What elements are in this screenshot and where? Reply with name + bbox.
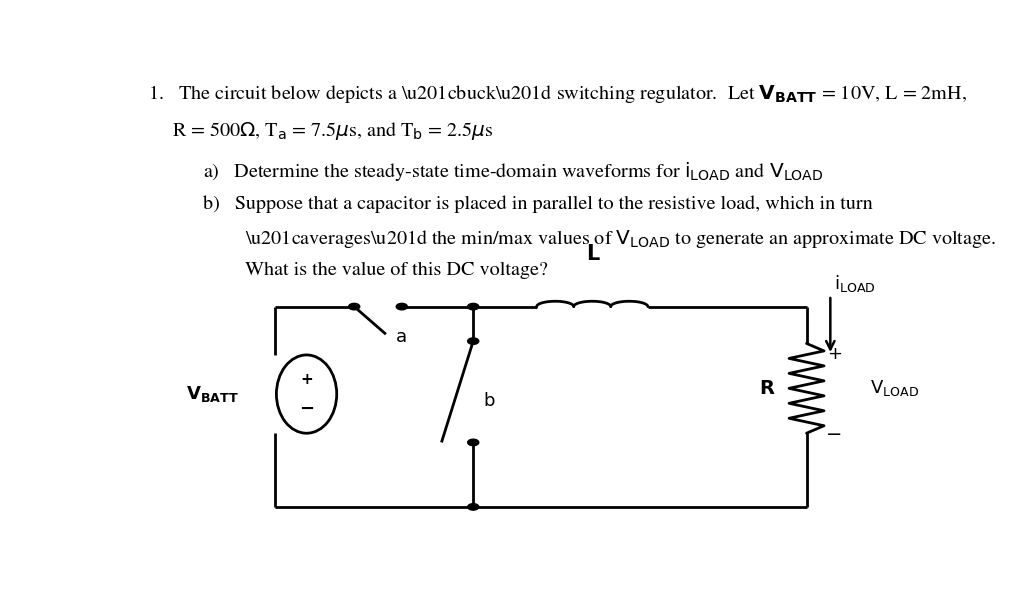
Text: $\mathbf{V}_{\mathbf{BATT}}$: $\mathbf{V}_{\mathbf{BATT}}$ bbox=[186, 384, 240, 404]
Text: 1.   The circuit below depicts a \u201cbuck\u201d switching regulator.  Let $\ma: 1. The circuit below depicts a \u201cbuc… bbox=[147, 83, 967, 105]
Circle shape bbox=[468, 338, 479, 344]
Text: $\mathrm{i_{LOAD}}$: $\mathrm{i_{LOAD}}$ bbox=[835, 273, 877, 294]
Text: \u201caverages\u201d the min/max values of $\mathrm{V_{LOAD}}$ to generate an ap: \u201caverages\u201d the min/max values … bbox=[246, 228, 996, 251]
Text: +: + bbox=[826, 345, 842, 363]
Text: $\mathrm{V_{LOAD}}$: $\mathrm{V_{LOAD}}$ bbox=[870, 379, 920, 398]
Text: −: − bbox=[826, 425, 843, 444]
Text: +: + bbox=[300, 372, 313, 387]
Text: a: a bbox=[396, 328, 408, 346]
Circle shape bbox=[348, 303, 359, 310]
Text: What is the value of this DC voltage?: What is the value of this DC voltage? bbox=[246, 261, 548, 279]
Text: b)   Suppose that a capacitor is placed in parallel to the resistive load, which: b) Suppose that a capacitor is placed in… bbox=[204, 195, 873, 213]
Text: −: − bbox=[299, 400, 314, 418]
Circle shape bbox=[468, 504, 479, 510]
Circle shape bbox=[396, 303, 408, 310]
Text: R = 500$\Omega$, T$_\mathrm{a}$ = 7.5$\mu$s, and T$_\mathrm{b}$ = 2.5$\mu$s: R = 500$\Omega$, T$_\mathrm{a}$ = 7.5$\m… bbox=[172, 120, 493, 142]
Circle shape bbox=[468, 439, 479, 446]
Text: L: L bbox=[586, 243, 599, 264]
Circle shape bbox=[468, 303, 479, 310]
Text: b: b bbox=[483, 392, 495, 410]
Text: a)   Determine the steady-state time-domain waveforms for $\mathrm{i_{LOAD}}$ an: a) Determine the steady-state time-domai… bbox=[204, 160, 824, 183]
Text: R: R bbox=[760, 379, 774, 398]
